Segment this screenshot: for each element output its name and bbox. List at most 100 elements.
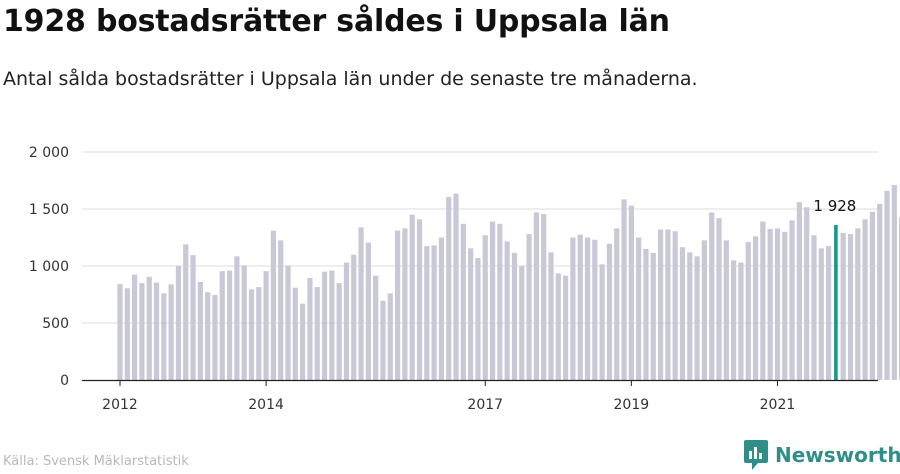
bar: [460, 223, 466, 380]
bar: [774, 228, 781, 380]
bar: [475, 258, 481, 380]
bar: [504, 241, 510, 380]
bar: [256, 287, 262, 380]
bar: [321, 271, 328, 380]
bar: [278, 240, 284, 380]
bar: [526, 234, 532, 380]
highlight-bar: [834, 224, 838, 380]
bar: [621, 199, 627, 380]
bar: [716, 218, 722, 380]
x-tick-label: 2021: [760, 397, 796, 413]
bar: [380, 300, 386, 380]
bar: [687, 252, 693, 380]
bar: [285, 265, 291, 380]
y-tick-label: 1 500: [29, 202, 69, 218]
bar: [117, 284, 123, 380]
x-tick-label: 2012: [102, 397, 138, 413]
x-tick-label: 2019: [614, 397, 650, 413]
bar: [752, 236, 759, 380]
bar: [555, 273, 561, 380]
bar: [497, 223, 503, 380]
source-text: Källa: Svensk Mäklarstatistik: [3, 454, 189, 469]
bar: [738, 262, 744, 380]
bar: [175, 266, 182, 380]
bar: [533, 212, 539, 380]
bar: [891, 185, 897, 380]
bar: [292, 287, 298, 380]
bar: [679, 247, 686, 380]
bar: [351, 254, 357, 380]
bar: [796, 202, 802, 380]
bar: [541, 214, 547, 380]
bar: [840, 232, 846, 380]
bar: [628, 205, 634, 380]
bar: [446, 197, 452, 380]
bar: [365, 242, 371, 380]
brand-logo[interactable]: Newsworthy: [743, 439, 900, 471]
bar: [782, 231, 788, 380]
bar: [168, 284, 174, 380]
bar: [694, 256, 700, 380]
bars: [117, 185, 900, 380]
bar: [606, 243, 613, 380]
y-tick-label: 0: [60, 373, 69, 389]
bar: [343, 262, 350, 380]
bar: [300, 303, 306, 380]
bar: [709, 212, 715, 380]
page-subtitle: Antal sålda bostadsrätter i Uppsala län …: [3, 68, 698, 90]
bar: [124, 288, 130, 380]
bar: [877, 203, 883, 380]
bar: [519, 266, 525, 380]
bar: [190, 255, 196, 380]
bar: [394, 230, 401, 380]
bar: [358, 227, 364, 380]
bar: [205, 292, 211, 380]
bar: [431, 245, 437, 380]
bar: [731, 260, 737, 380]
y-tick-label: 500: [42, 316, 69, 332]
bar: [197, 281, 203, 380]
highlight-value-label: 1 928: [813, 197, 856, 215]
bar: [825, 246, 832, 380]
bar: [614, 228, 620, 380]
bar: [139, 283, 145, 380]
bar: [847, 234, 854, 380]
bar: [241, 265, 247, 380]
y-tick-label: 2 000: [29, 145, 69, 161]
x-tick-label: 2014: [248, 397, 284, 413]
bar: [416, 219, 423, 380]
bar: [563, 275, 569, 380]
bar: [307, 277, 313, 380]
bar: [183, 244, 189, 380]
bar: [424, 246, 430, 380]
bar: [599, 264, 605, 380]
bar: [248, 289, 255, 380]
x-axis-ticks: 2012 2014 2017 2019 2021: [102, 380, 795, 413]
bar: [869, 211, 876, 380]
bar: [862, 219, 868, 380]
bar: [811, 235, 817, 380]
bar: [329, 270, 335, 380]
bar: [146, 276, 152, 380]
x-tick-label: 2017: [467, 397, 503, 413]
bar: [468, 248, 474, 380]
bar: [402, 228, 408, 380]
bar: [636, 237, 642, 380]
bar-chart-logo-icon: [744, 440, 768, 470]
bar: [855, 228, 861, 380]
bar: [650, 252, 656, 380]
bar: [723, 240, 729, 380]
bar: [482, 235, 488, 380]
bar: [577, 234, 583, 380]
bar: [489, 221, 496, 380]
bar: [263, 271, 269, 380]
bar: [672, 231, 678, 380]
bar: [132, 274, 138, 380]
bar: [387, 293, 393, 380]
bar: [153, 282, 160, 380]
y-axis-ticks: 0 500 1 000 1 500 2 000: [29, 145, 69, 389]
bar: [438, 237, 445, 380]
bar: [314, 287, 320, 380]
bar: [818, 248, 824, 380]
